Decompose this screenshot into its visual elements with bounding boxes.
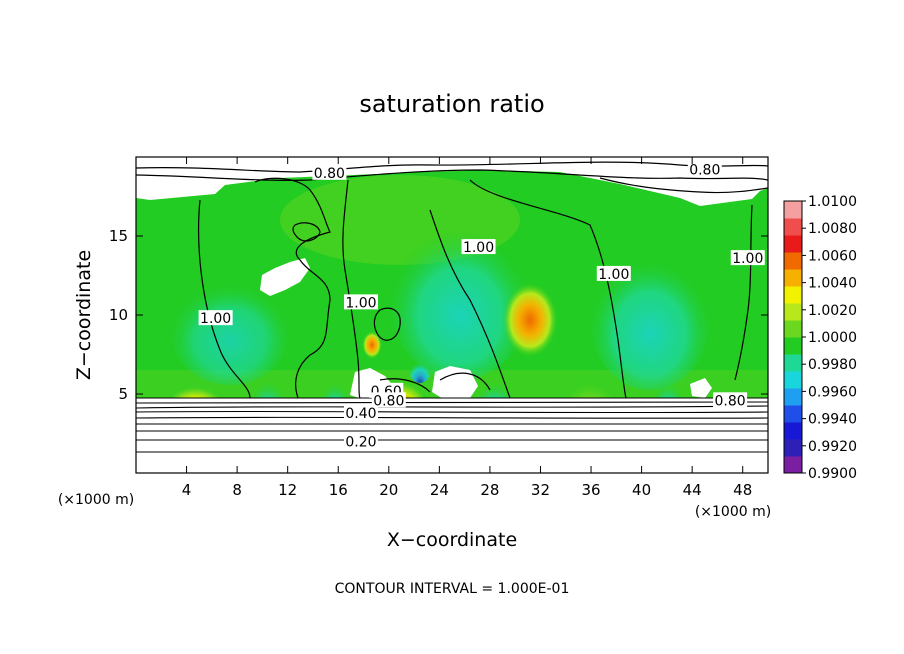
x-tick-label: 24: [430, 481, 449, 499]
x-tick-label: 48: [733, 481, 752, 499]
colorbar-swatch: [784, 303, 802, 321]
contour-label-bg: [596, 265, 631, 281]
x-tick-label: 12: [278, 481, 297, 499]
y-tick-label: 15: [109, 227, 128, 245]
y-axis: 5 10 15: [109, 227, 768, 403]
y-axis-label: Z−coordinate: [73, 250, 95, 380]
colorbar-swatch: [784, 252, 802, 270]
x-axis-label: X−coordinate: [387, 529, 517, 551]
chart-title: saturation ratio: [359, 90, 544, 118]
y-tick-label: 10: [109, 306, 128, 324]
contour-label: 1.00: [732, 251, 763, 267]
contour-label: 1.00: [463, 240, 494, 256]
colorbar-swatch: [784, 235, 802, 253]
dry-lower-layer: [136, 398, 768, 473]
colorbar-swatch: [784, 371, 802, 389]
x-tick-label: 20: [379, 481, 398, 499]
x-tick-label: 28: [480, 481, 499, 499]
contour-labels: 0.80 0.801.001.001.001.001.000.600.400.80…: [198, 161, 765, 450]
colorbar-label: 1.0020: [808, 303, 857, 319]
colorbar-swatch: [784, 320, 802, 338]
contour-label: 0.20: [345, 434, 376, 450]
contour-label: 1.00: [345, 295, 376, 311]
contour-label-bg: [687, 161, 722, 177]
colorbar-label: 0.9900: [808, 466, 857, 482]
x-tick-label: 44: [683, 481, 702, 499]
contour-label-bg: [461, 239, 496, 255]
white-patch-mid: [432, 366, 478, 400]
x-tick-label: 8: [232, 481, 242, 499]
colorbar-swatch: [784, 218, 802, 236]
plot-area: 0.80 0.801.001.001.001.001.000.600.400.80…: [136, 157, 768, 473]
contour-label-bg: [312, 164, 347, 180]
x-axis: 4 8 12 16 20 24 28 32 36 40 44 48: [182, 157, 752, 499]
x-tick-label: 40: [632, 481, 651, 499]
colorbar-swatch: [784, 269, 802, 287]
colorbar-label: 1.0080: [808, 221, 857, 237]
contour-label-bg: [343, 433, 378, 449]
colorbar: 1.0100 1.0080 1.0060 1.0040 1.0020 1.0000 0.99…: [783, 194, 857, 482]
colorbar-swatch: [784, 286, 802, 304]
colorbar-label: 1.0100: [808, 194, 857, 210]
contour-label: 0.40: [345, 406, 376, 422]
colorbar-swatch: [784, 388, 802, 406]
white-patch-right: [690, 378, 712, 398]
contour-label-bg: [371, 392, 406, 408]
colorbar-swatch: [784, 337, 802, 355]
white-patch-cloud: [260, 258, 310, 296]
contour-label-bg: [713, 392, 748, 408]
contour-label-bg: [730, 250, 765, 266]
contour-label: 0.80: [714, 393, 745, 409]
contour-label-bg: [343, 294, 378, 310]
contour-label: 0.80: [373, 393, 404, 409]
colorbar-label: 0.9920: [808, 439, 857, 455]
contour-label-bg: [343, 404, 378, 420]
colorbar-label: 1.0000: [808, 330, 857, 346]
y-unit-label: (×1000 m): [58, 492, 134, 508]
contour-interval-label: CONTOUR INTERVAL = 1.000E-01: [335, 581, 570, 597]
contour-label: 1.00: [200, 311, 231, 327]
x-tick-label: 4: [182, 481, 192, 499]
x-tick-label: 36: [581, 481, 600, 499]
colorbar-label: 0.9960: [808, 384, 857, 400]
colorbar-label: 1.0040: [808, 276, 857, 292]
colorbar-swatch: [784, 201, 802, 219]
colorbar-swatch: [784, 456, 802, 474]
warm-region-5: [362, 331, 382, 359]
contour-label-bg: [198, 310, 233, 326]
contour-label: 1.00: [598, 267, 629, 283]
colorbar-label: 0.9980: [808, 357, 857, 373]
colorbar-label: 1.0060: [808, 248, 857, 264]
y-tick-label: 5: [118, 385, 128, 403]
x-tick-label: 16: [329, 481, 348, 499]
x-tick-label: 32: [531, 481, 550, 499]
contour-label: 0.80: [314, 166, 345, 182]
colorbar-swatch: [784, 439, 802, 457]
x-unit-label: (×1000 m): [695, 504, 771, 520]
contour-label: 0.80: [689, 163, 720, 179]
cold-region-5: [408, 347, 432, 383]
colorbar-swatch: [784, 422, 802, 440]
colorbar-swatch: [784, 354, 802, 372]
contour-lines-lower: [136, 397, 768, 453]
colorbar-label: 0.9940: [808, 412, 857, 428]
warm-region-4: [502, 282, 558, 358]
colorbar-swatch: [784, 405, 802, 423]
contour-lines: [136, 161, 768, 399]
